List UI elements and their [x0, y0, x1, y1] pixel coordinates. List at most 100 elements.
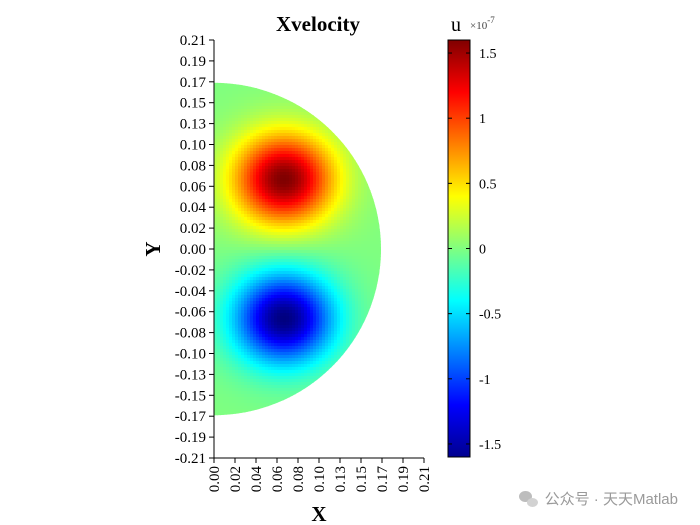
heatmap-cell [226, 124, 230, 128]
heatmap-cell [313, 121, 317, 125]
heatmap-cell [259, 115, 263, 119]
heatmap-cell [241, 322, 245, 326]
heatmap-cell [229, 283, 233, 287]
heatmap-cell [331, 262, 335, 266]
heatmap-cell [370, 160, 374, 164]
heatmap-cell [253, 310, 257, 314]
heatmap-cell [268, 289, 272, 293]
heatmap-cell [352, 82, 356, 86]
heatmap-cell [361, 154, 365, 158]
heatmap-cell [226, 268, 230, 272]
heatmap-cell [259, 244, 263, 248]
heatmap-cell [226, 202, 230, 206]
heatmap-cell [238, 247, 242, 251]
heatmap-cell [268, 325, 272, 329]
heatmap-cell [376, 205, 380, 209]
heatmap-cell [379, 190, 381, 194]
heatmap-cell [343, 226, 347, 230]
heatmap-cell [295, 265, 299, 269]
heatmap-cell [340, 196, 344, 200]
heatmap-cell [361, 172, 365, 176]
heatmap-cell [274, 205, 278, 209]
heatmap-cell [268, 91, 272, 95]
heatmap-cell [331, 151, 335, 155]
heatmap-cell [298, 313, 302, 317]
heatmap-cell [316, 109, 320, 113]
heatmap-cell [355, 319, 359, 323]
heatmap-cell [376, 148, 380, 152]
heatmap-cell [244, 328, 248, 332]
heatmap-cell [217, 196, 221, 200]
heatmap-cell [379, 331, 381, 335]
heatmap-cell [253, 169, 257, 173]
heatmap-cell [334, 256, 338, 260]
heatmap-cell [232, 298, 236, 302]
heatmap-cell [241, 124, 245, 128]
heatmap-cell [373, 193, 377, 197]
heatmap-cell [226, 298, 230, 302]
heatmap-cell [334, 145, 338, 149]
heatmap-cell [337, 223, 341, 227]
heatmap-cell [364, 259, 368, 263]
heatmap-cell [325, 193, 329, 197]
heatmap-cell [232, 112, 236, 116]
heatmap-cell [358, 337, 362, 341]
heatmap-cell [316, 88, 320, 92]
heatmap-cell [232, 106, 236, 110]
heatmap-cell [364, 343, 368, 347]
heatmap-cell [277, 130, 281, 134]
heatmap-cell [229, 97, 233, 101]
heatmap-cell [361, 106, 365, 110]
heatmap-cell [247, 103, 251, 107]
heatmap-cell [304, 214, 308, 218]
heatmap-cell [376, 244, 380, 248]
heatmap-cell [235, 244, 239, 248]
heatmap-cell [298, 325, 302, 329]
heatmap-cell [364, 190, 368, 194]
heatmap-cell [364, 88, 368, 92]
heatmap-cell [358, 334, 362, 338]
heatmap-cell [298, 334, 302, 338]
heatmap-cell [361, 217, 365, 221]
heatmap-cell [265, 196, 269, 200]
heatmap-cell [292, 178, 296, 182]
heatmap-cell [346, 178, 350, 182]
heatmap-cell [244, 100, 248, 104]
heatmap-cell [286, 298, 290, 302]
heatmap-cell [274, 94, 278, 98]
heatmap-cell [247, 82, 251, 86]
heatmap-cell [322, 160, 326, 164]
heatmap-cell [307, 331, 311, 335]
heatmap-cell [331, 181, 335, 185]
heatmap-cell [352, 271, 356, 275]
heatmap-cell [337, 289, 341, 293]
heatmap-cell [322, 304, 326, 308]
heatmap-cell [352, 346, 356, 350]
heatmap-cell [223, 118, 227, 122]
heatmap-cell [334, 328, 338, 332]
heatmap-cell [334, 151, 338, 155]
heatmap-cell [226, 166, 230, 170]
heatmap-cell [313, 172, 317, 176]
heatmap-cell [220, 271, 224, 275]
heatmap-cell [301, 241, 305, 245]
heatmap-cell [373, 301, 377, 305]
heatmap-cell [343, 244, 347, 248]
heatmap-cell [280, 127, 284, 131]
heatmap-cell [253, 274, 257, 278]
heatmap-cell [214, 163, 218, 167]
heatmap-cell [235, 118, 239, 122]
heatmap-cell [235, 181, 239, 185]
heatmap-cell [262, 322, 266, 326]
heatmap-cell [358, 319, 362, 323]
heatmap-cell [322, 205, 326, 209]
heatmap-cell [337, 256, 341, 260]
heatmap-cell [337, 157, 341, 161]
heatmap-cell [262, 154, 266, 158]
heatmap-cell [364, 253, 368, 257]
heatmap-cell [361, 205, 365, 209]
heatmap-cell [247, 325, 251, 329]
heatmap-cell [214, 331, 218, 335]
heatmap-cell [373, 307, 377, 311]
heatmap-cell [310, 337, 314, 341]
